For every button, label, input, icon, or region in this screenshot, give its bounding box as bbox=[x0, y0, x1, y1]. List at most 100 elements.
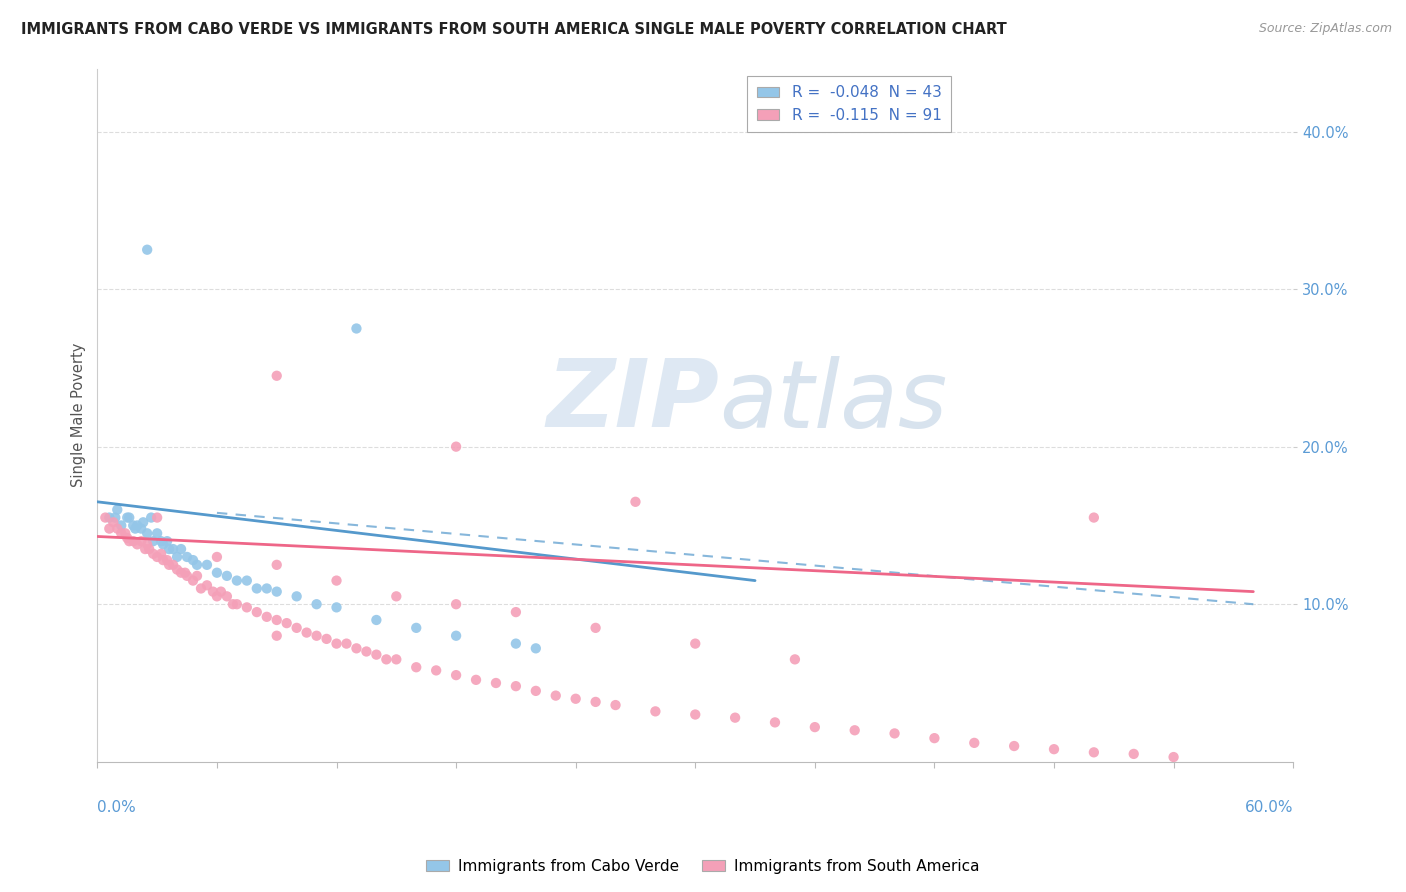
Legend: Immigrants from Cabo Verde, Immigrants from South America: Immigrants from Cabo Verde, Immigrants f… bbox=[420, 853, 986, 880]
Point bbox=[174, 566, 197, 580]
Point bbox=[157, 542, 180, 557]
Point bbox=[152, 537, 174, 551]
Point bbox=[883, 726, 905, 740]
Point bbox=[505, 679, 527, 693]
Point bbox=[114, 526, 136, 541]
Point bbox=[246, 605, 269, 619]
Point bbox=[444, 668, 467, 682]
Point bbox=[110, 518, 132, 533]
Point bbox=[162, 558, 184, 572]
Point bbox=[963, 736, 986, 750]
Point bbox=[129, 522, 152, 536]
Point bbox=[266, 368, 288, 383]
Point bbox=[190, 582, 212, 596]
Point bbox=[166, 563, 188, 577]
Point bbox=[356, 644, 378, 658]
Point bbox=[141, 510, 163, 524]
Point bbox=[1043, 742, 1066, 756]
Point bbox=[146, 549, 169, 564]
Point bbox=[225, 574, 247, 588]
Point bbox=[236, 574, 259, 588]
Point bbox=[146, 510, 169, 524]
Point bbox=[485, 676, 508, 690]
Point bbox=[103, 516, 125, 530]
Point bbox=[136, 526, 159, 541]
Point bbox=[305, 597, 328, 611]
Point bbox=[405, 621, 427, 635]
Point bbox=[325, 574, 347, 588]
Point bbox=[142, 547, 165, 561]
Point bbox=[142, 534, 165, 549]
Y-axis label: Single Male Poverty: Single Male Poverty bbox=[72, 343, 86, 487]
Point bbox=[225, 597, 247, 611]
Point bbox=[266, 613, 288, 627]
Point bbox=[118, 534, 141, 549]
Point bbox=[176, 569, 198, 583]
Point bbox=[205, 590, 228, 604]
Point bbox=[170, 566, 193, 580]
Point bbox=[444, 629, 467, 643]
Point bbox=[124, 522, 146, 536]
Point bbox=[783, 652, 806, 666]
Point bbox=[1083, 510, 1105, 524]
Point bbox=[425, 664, 447, 678]
Point bbox=[585, 695, 607, 709]
Point bbox=[346, 321, 368, 335]
Point bbox=[94, 510, 117, 524]
Point bbox=[136, 243, 159, 257]
Point bbox=[1002, 739, 1025, 753]
Text: 60.0%: 60.0% bbox=[1244, 800, 1294, 815]
Point bbox=[444, 440, 467, 454]
Point bbox=[157, 558, 180, 572]
Point bbox=[444, 597, 467, 611]
Point bbox=[544, 689, 567, 703]
Point bbox=[127, 518, 149, 533]
Point bbox=[505, 637, 527, 651]
Point bbox=[385, 590, 408, 604]
Point bbox=[156, 534, 179, 549]
Point bbox=[763, 715, 786, 730]
Point bbox=[152, 553, 174, 567]
Point bbox=[122, 518, 145, 533]
Point bbox=[624, 495, 647, 509]
Point bbox=[405, 660, 427, 674]
Point bbox=[222, 597, 245, 611]
Point bbox=[256, 610, 278, 624]
Point bbox=[325, 600, 347, 615]
Point bbox=[605, 698, 627, 712]
Point bbox=[305, 629, 328, 643]
Point bbox=[150, 534, 173, 549]
Point bbox=[181, 574, 204, 588]
Point bbox=[315, 632, 337, 646]
Point bbox=[162, 542, 184, 557]
Point bbox=[266, 629, 288, 643]
Point bbox=[215, 590, 238, 604]
Point bbox=[285, 590, 308, 604]
Point bbox=[335, 637, 357, 651]
Point bbox=[209, 584, 232, 599]
Point bbox=[181, 553, 204, 567]
Point bbox=[236, 600, 259, 615]
Point bbox=[385, 652, 408, 666]
Point bbox=[564, 691, 586, 706]
Point bbox=[1083, 745, 1105, 759]
Point bbox=[186, 569, 208, 583]
Point bbox=[117, 531, 139, 545]
Point bbox=[266, 558, 288, 572]
Point bbox=[256, 582, 278, 596]
Point bbox=[105, 522, 128, 536]
Legend: R =  -0.048  N = 43, R =  -0.115  N = 91: R = -0.048 N = 43, R = -0.115 N = 91 bbox=[748, 76, 950, 132]
Point bbox=[644, 704, 666, 718]
Point bbox=[146, 526, 169, 541]
Point bbox=[246, 582, 269, 596]
Point bbox=[150, 547, 173, 561]
Point bbox=[156, 553, 179, 567]
Point bbox=[465, 673, 488, 687]
Point bbox=[346, 641, 368, 656]
Point bbox=[844, 723, 866, 738]
Point bbox=[170, 542, 193, 557]
Point bbox=[132, 516, 155, 530]
Point bbox=[104, 510, 127, 524]
Point bbox=[924, 731, 946, 746]
Point bbox=[325, 637, 347, 651]
